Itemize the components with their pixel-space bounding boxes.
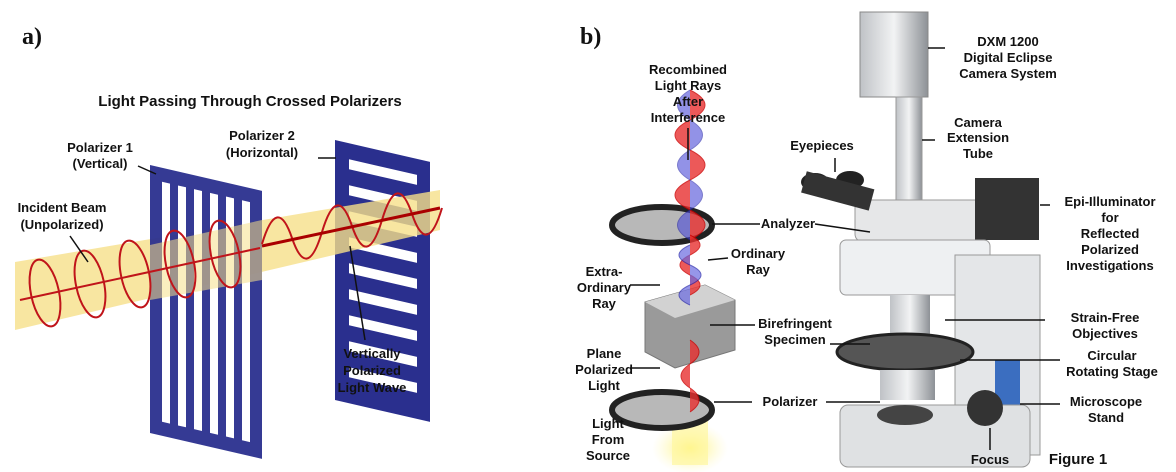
callout: Digital Eclipse xyxy=(964,50,1053,65)
callout: Ray xyxy=(592,296,617,311)
callout: Polarizer 1 xyxy=(67,140,133,155)
panel-title: Light Passing Through Crossed Polarizers xyxy=(98,93,401,110)
callout: Objectives xyxy=(1072,326,1138,341)
callout: Eyepieces xyxy=(790,138,854,153)
callout: Camera System xyxy=(959,66,1057,81)
callout: Epi-Illuminator xyxy=(1065,194,1156,209)
callout: Extension xyxy=(947,130,1009,145)
callout: Source xyxy=(586,448,630,463)
callout: Investigations xyxy=(1066,258,1153,273)
callout: Polarized xyxy=(343,363,401,378)
figure-label: Figure 1 xyxy=(1049,451,1107,468)
callout: DXM 1200 xyxy=(977,34,1038,49)
callout: After xyxy=(673,94,703,109)
callout: Rotating Stage xyxy=(1066,364,1158,379)
callout: Analyzer xyxy=(761,216,815,231)
callout: Light Rays xyxy=(655,78,721,93)
callout: (Unpolarized) xyxy=(20,217,103,232)
callout: Camera xyxy=(954,115,1002,130)
callout: Microscope xyxy=(1070,394,1142,409)
callout: Interference xyxy=(651,110,725,125)
callout: Ray xyxy=(746,262,771,277)
callout: Light xyxy=(588,378,620,393)
callout: Birefringent xyxy=(758,316,832,331)
callout: (Vertical) xyxy=(73,156,128,171)
figure: a) Light Passing Through Crossed Polariz… xyxy=(0,0,1176,472)
callout: Tube xyxy=(963,146,993,161)
callout: Ordinary xyxy=(731,246,786,261)
callout: Polarizer 2 xyxy=(229,128,295,143)
panel-a: a) Light Passing Through Crossed Polariz… xyxy=(15,24,442,459)
callout: Ordinary xyxy=(577,280,632,295)
callout: Polarized xyxy=(575,362,633,377)
callout: Vertically xyxy=(343,346,401,361)
polarizer-1 xyxy=(150,165,262,459)
callout: Strain-Free xyxy=(1071,310,1140,325)
callout: for xyxy=(1101,210,1118,225)
callout: Stand xyxy=(1088,410,1124,425)
callout: Light Wave xyxy=(338,380,407,395)
panel-b: b) xyxy=(575,12,1158,472)
callout: Polarized xyxy=(1081,242,1139,257)
callout: Recombined xyxy=(649,62,727,77)
callout: Extra- xyxy=(586,264,623,279)
panel-label: b) xyxy=(580,24,601,50)
callout: Circular xyxy=(1087,348,1136,363)
callout: Incident Beam xyxy=(18,200,107,215)
callout: From xyxy=(592,432,625,447)
callout: Light xyxy=(592,416,624,431)
callout: Specimen xyxy=(764,332,825,347)
panel-label: a) xyxy=(22,24,42,50)
callout: Plane xyxy=(587,346,622,361)
callout: Reflected xyxy=(1081,226,1140,241)
callout: (Horizontal) xyxy=(226,145,298,160)
callout: Polarizer xyxy=(763,394,818,409)
callout: Focus xyxy=(971,452,1009,467)
